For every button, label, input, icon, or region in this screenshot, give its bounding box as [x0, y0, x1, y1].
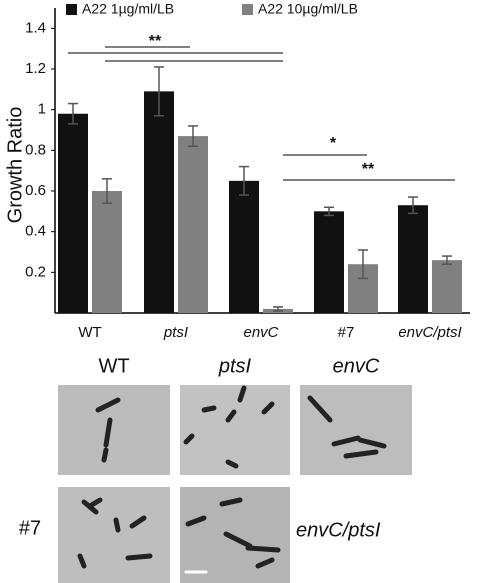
x-tick-label: envC/ptsI [398, 324, 461, 341]
micrograph [300, 385, 412, 475]
y-tick-label: 1.4 [25, 19, 46, 36]
legend-swatch [242, 4, 253, 15]
bar [178, 136, 208, 313]
micrograph [180, 385, 290, 475]
error-bar [239, 165, 249, 196]
bar [92, 191, 122, 313]
bar [398, 205, 428, 313]
legend-label: A22 10µg/ml/LB [258, 1, 358, 17]
error-bar [154, 66, 164, 117]
y-tick-label: 0.4 [25, 223, 46, 240]
legend-label: A22 1µg/ml/LB [82, 1, 174, 17]
error-bar [408, 196, 418, 215]
bar [432, 260, 462, 313]
error-bar [442, 255, 452, 265]
micrographs [58, 385, 412, 583]
significance-label: ** [149, 33, 162, 50]
micrograph-label: WT [98, 355, 129, 377]
cells [307, 395, 387, 459]
error-bar [324, 206, 334, 217]
error-bar [273, 306, 283, 312]
y-tick-label: 1 [38, 101, 46, 118]
error-bar [188, 125, 198, 148]
error-bar [102, 178, 112, 204]
bar [58, 113, 88, 313]
micrograph-label: ptsI [218, 355, 252, 377]
significance-label: * [330, 135, 337, 152]
bar [229, 180, 259, 313]
cells [183, 385, 275, 469]
error-bar [358, 249, 368, 280]
micrograph-label: #7 [19, 517, 41, 539]
x-tick-label: WT [78, 324, 101, 341]
legend-swatch [66, 4, 77, 15]
cells [185, 497, 281, 569]
y-tick-label: 1.2 [25, 60, 46, 77]
x-tick-label: ptsI [163, 324, 188, 341]
micrograph [58, 385, 170, 475]
y-tick-label: 0.6 [25, 182, 46, 199]
bar [314, 211, 344, 313]
micrograph-label: envC [333, 355, 380, 377]
y-axis-label: Growth Ratio [4, 107, 26, 224]
micrograph [58, 487, 170, 583]
cells [77, 497, 153, 569]
bar [144, 91, 174, 313]
micrograph-label: envC/ptsI [296, 519, 381, 541]
cells [95, 397, 121, 463]
y-tick-label: 0.2 [25, 263, 46, 280]
x-tick-label: #7 [338, 324, 355, 341]
error-bar [68, 102, 78, 125]
x-tick-label: envC [243, 324, 278, 341]
y-tick-label: 0.8 [25, 141, 46, 158]
significance-label: ** [362, 161, 375, 178]
